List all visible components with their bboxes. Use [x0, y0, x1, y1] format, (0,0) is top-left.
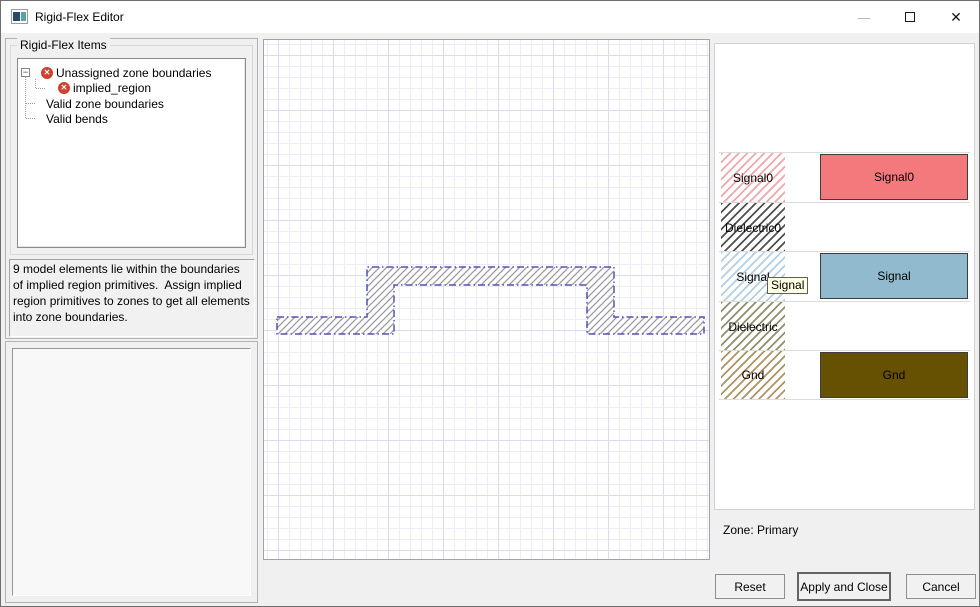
layer-swatch-dielectric0[interactable]: Dielectric0	[721, 203, 785, 252]
maximize-icon[interactable]	[887, 1, 933, 33]
stackup-row-dielectric0[interactable]: Dielectric0	[719, 202, 970, 252]
layer-bar-label: Signal0	[873, 170, 915, 184]
layer-bar-label: Signal	[877, 269, 911, 283]
layer-bar-gnd[interactable]: Gnd	[820, 352, 968, 398]
canvas-drawing	[276, 266, 705, 335]
tree-line	[36, 88, 45, 89]
layer-swatch-dielectric[interactable]: Dielectric	[721, 302, 785, 351]
zone-label: Zone: Primary	[723, 523, 799, 537]
implied-region-shape[interactable]	[276, 266, 705, 335]
layer-swatch-label: Signal0	[732, 170, 774, 185]
rigid-flex-items-groupbox: Rigid-Flex Items − ✕ Unassigned zone bou…	[10, 38, 253, 255]
tree-line	[25, 72, 26, 118]
groupbox-title: Rigid-Flex Items	[17, 38, 110, 52]
window-title: Rigid-Flex Editor	[35, 10, 124, 24]
tree-item-label[interactable]: Valid bends	[46, 111, 108, 126]
layer-bar-signal[interactable]: Signal	[820, 253, 968, 299]
layer-swatch-label: Signal	[736, 269, 770, 284]
error-icon: ✕	[58, 81, 70, 94]
tree-item-label[interactable]: Unassigned zone boundaries	[56, 65, 212, 80]
stackup-row-signal0[interactable]: Signal0 Signal0	[719, 152, 970, 202]
titlebar: Rigid-Flex Editor — ✕	[1, 1, 979, 33]
layer-bar-signal0[interactable]: Signal0	[820, 154, 968, 200]
tree-item-implied-region[interactable]: ✕ implied_region	[58, 80, 151, 95]
reset-button[interactable]: Reset	[715, 574, 785, 599]
tree-item-label[interactable]: implied_region	[73, 80, 152, 95]
tree-line	[26, 103, 35, 104]
tree-item-label[interactable]: Valid zone boundaries	[46, 96, 164, 111]
layer-swatch-signal[interactable]: Signal	[721, 252, 785, 301]
app-icon-right	[21, 12, 26, 21]
tree-line	[35, 79, 36, 88]
minimize-icon[interactable]: —	[857, 9, 871, 25]
lower-left-panel	[5, 341, 258, 603]
layer-swatch-signal0[interactable]: Signal0	[721, 153, 785, 202]
app-icon	[11, 9, 28, 24]
maximize-glyph	[905, 12, 915, 22]
stackup-row-gnd[interactable]: Gnd Gnd	[719, 350, 970, 400]
tree-item-valid-bends[interactable]: Valid bends	[46, 111, 108, 126]
layer-swatch-label: Dielectric	[728, 319, 778, 334]
tree-item-unassigned-zone-boundaries[interactable]: ✕ Unassigned zone boundaries	[41, 65, 211, 80]
error-icon: ✕	[41, 66, 53, 79]
close-icon[interactable]: ✕	[950, 8, 962, 25]
validation-message: 9 model elements lie within the boundari…	[9, 259, 255, 337]
tree-line	[26, 118, 35, 119]
apply-and-close-button[interactable]: Apply and Close	[797, 572, 891, 601]
stackup-row-dielectric[interactable]: Dielectric	[719, 301, 970, 351]
stackup-panel: Signal0 Signal0 Dielectric0 Signal Signa…	[714, 43, 975, 510]
tree-collapse-toggle[interactable]: −	[21, 67, 30, 77]
stackup-row-signal[interactable]: Signal Signal	[719, 251, 970, 301]
layer-swatch-label: Gnd	[741, 368, 765, 382]
layout-canvas[interactable]	[263, 39, 710, 560]
tree-item-valid-zone-boundaries[interactable]: Valid zone boundaries	[46, 96, 164, 111]
rigid-flex-items-panel: Rigid-Flex Items − ✕ Unassigned zone bou…	[5, 38, 258, 339]
app-icon-left	[13, 12, 20, 21]
layer-swatch-label: Dielectric0	[724, 220, 781, 235]
layer-bar-label: Gnd	[882, 368, 906, 382]
layer-tooltip: Signal	[767, 277, 809, 294]
lower-left-panel-content	[12, 348, 251, 596]
cancel-button[interactable]: Cancel	[906, 574, 976, 599]
rigid-flex-items-tree[interactable]: − ✕ Unassigned zone boundaries ✕ implied…	[17, 58, 246, 248]
layer-swatch-gnd[interactable]: Gnd	[721, 351, 785, 399]
